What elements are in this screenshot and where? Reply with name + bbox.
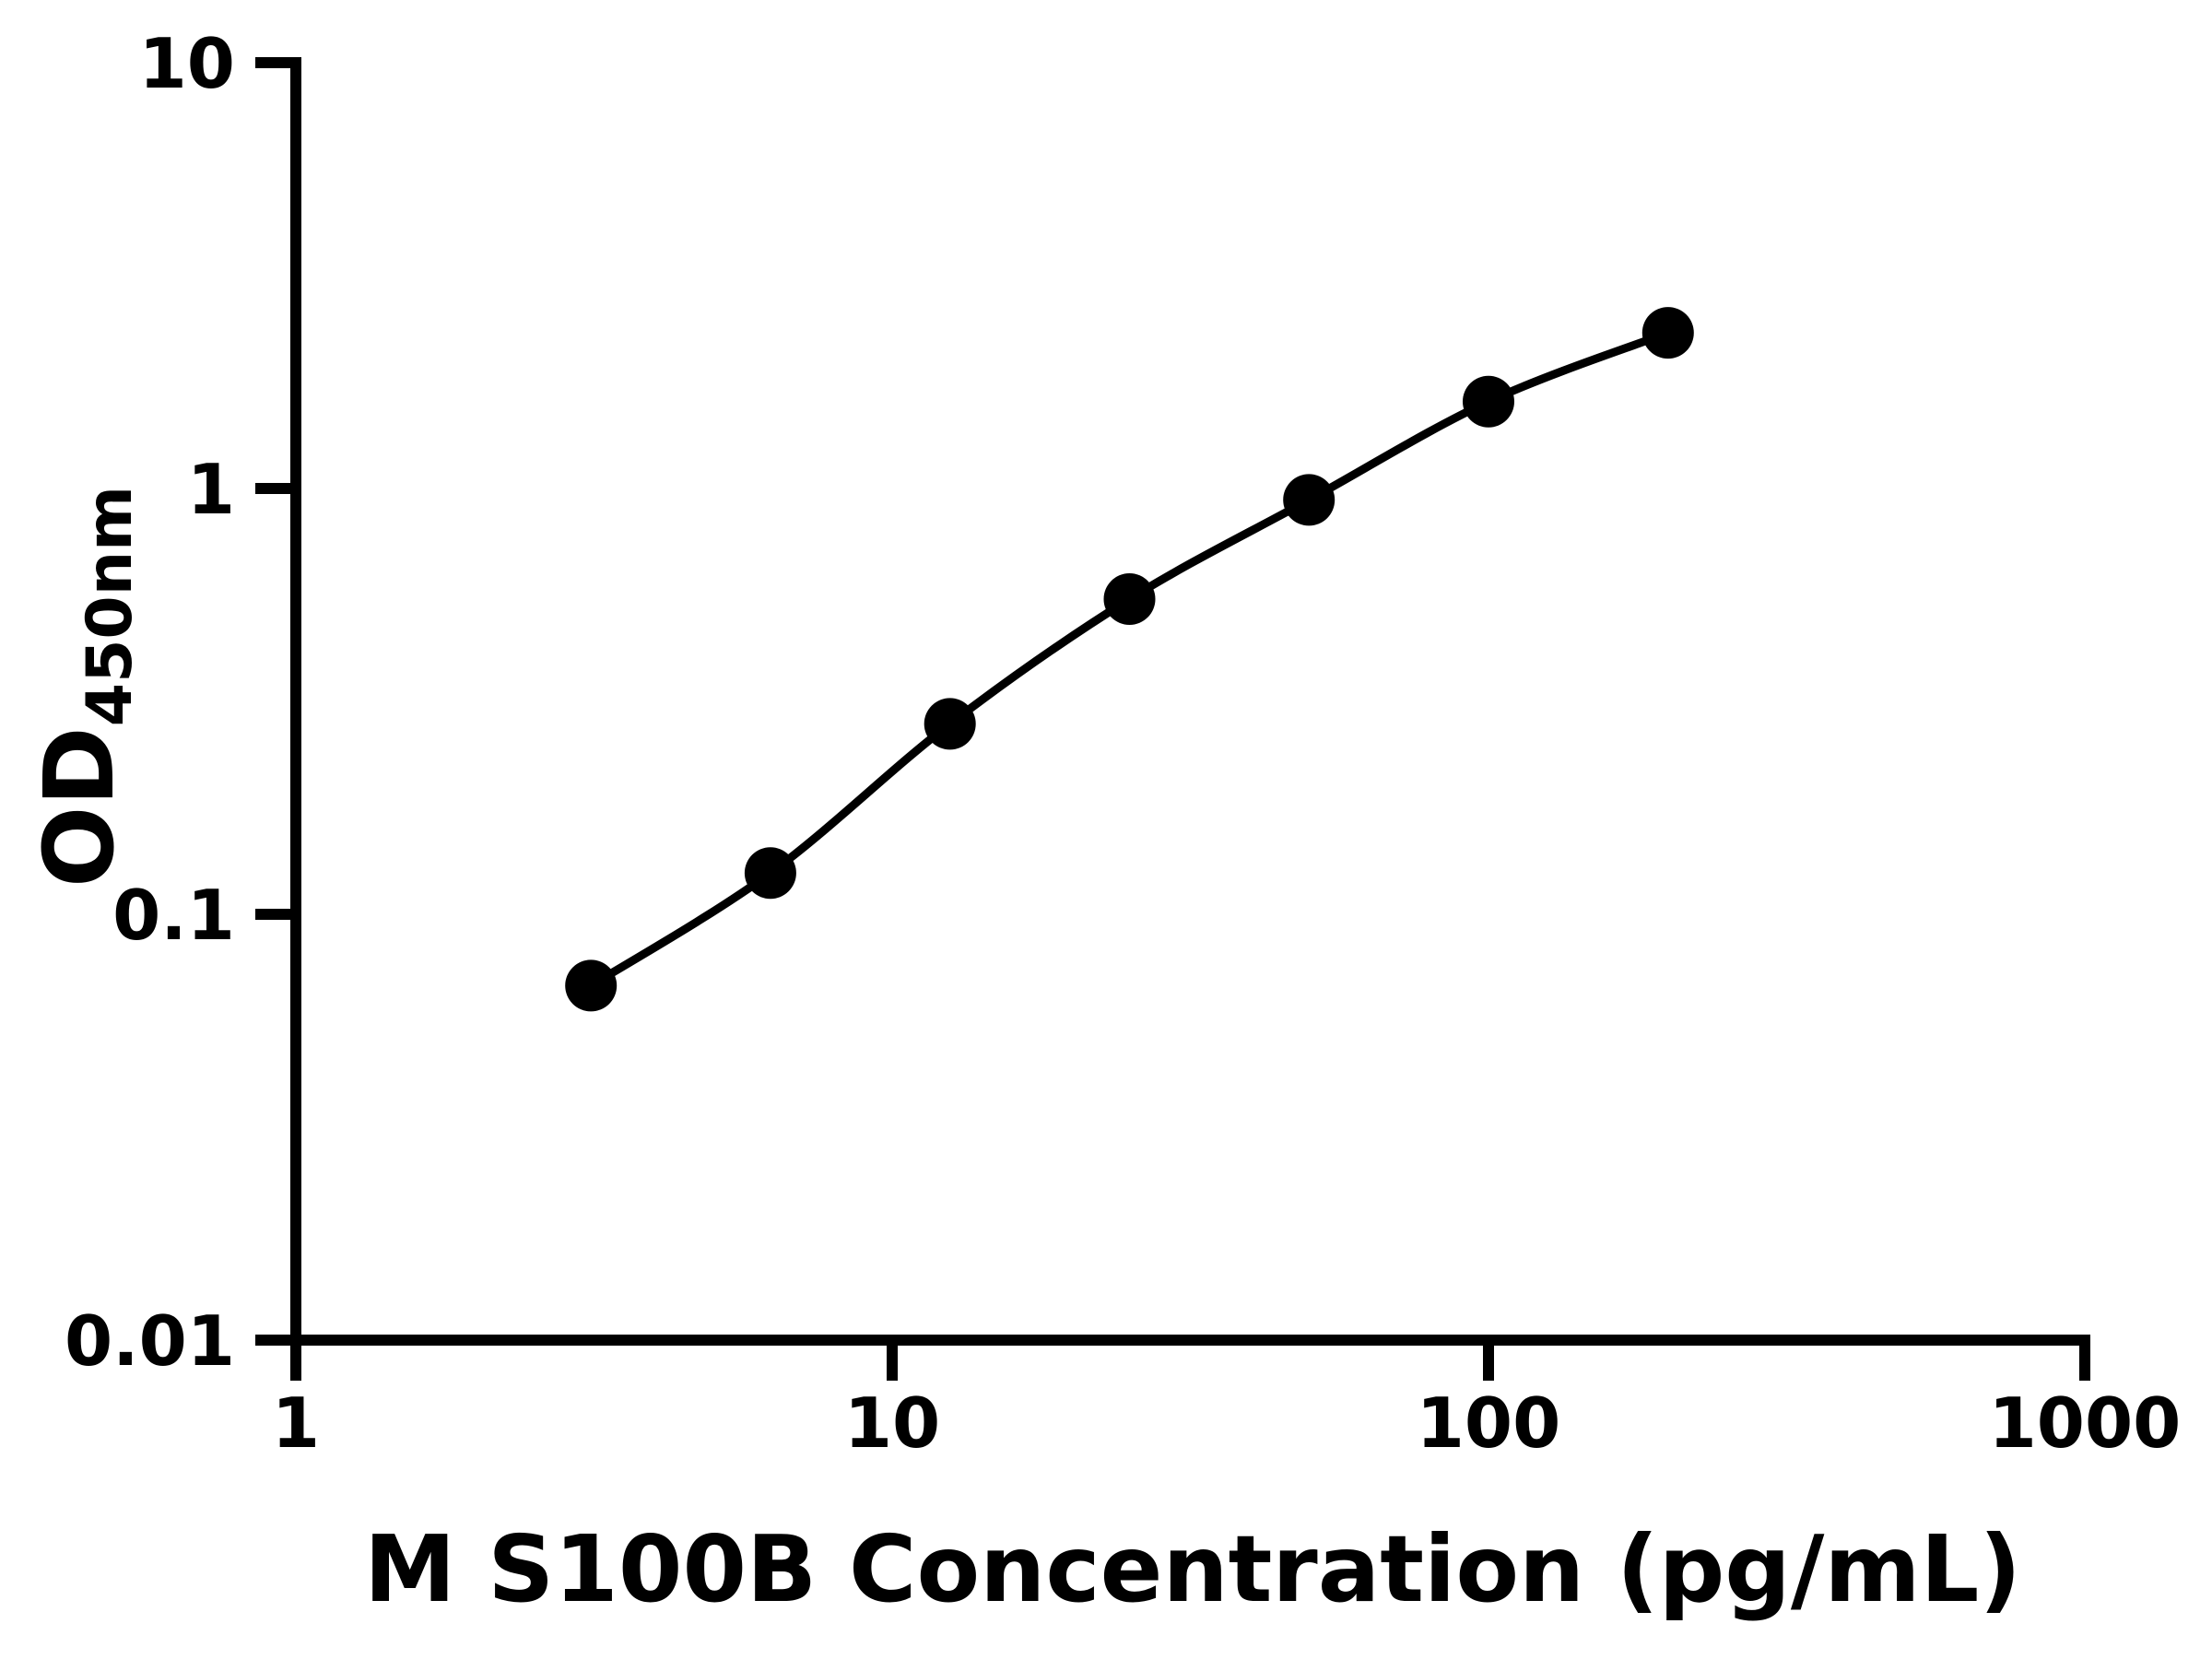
y-tick-label: 10 [139, 23, 235, 104]
data-point-marker [1283, 474, 1335, 526]
data-point-marker [924, 698, 976, 750]
x-tick-label: 100 [1417, 1382, 1561, 1464]
data-point-markers [565, 307, 1694, 1012]
x-tick-label: 10 [844, 1382, 940, 1464]
data-point-marker [565, 959, 618, 1012]
data-point-marker [1463, 375, 1514, 428]
y-tick-label: 0.1 [112, 875, 235, 956]
y-axis-title-main: OD [23, 726, 135, 888]
axes [290, 57, 2090, 1346]
x-tick-label: 1000 [1989, 1382, 2182, 1464]
x-tick-label: 1 [272, 1382, 320, 1464]
x-axis-title: M S100B Concentration (pg/mL) [364, 1515, 2021, 1623]
data-point-marker [1103, 573, 1156, 625]
y-axis-title: OD450nm [23, 486, 147, 888]
y-tick-label: 1 [187, 449, 235, 530]
data-point-marker [1641, 307, 1694, 359]
tick-marks [255, 57, 2090, 1381]
tick-labels: 1 10 100 1000 0.01 0.1 1 10 [65, 23, 2181, 1464]
data-point-marker [744, 847, 796, 900]
y-tick-label: 0.01 [65, 1300, 235, 1382]
y-axis-title-subscript: 450nm [74, 486, 147, 726]
